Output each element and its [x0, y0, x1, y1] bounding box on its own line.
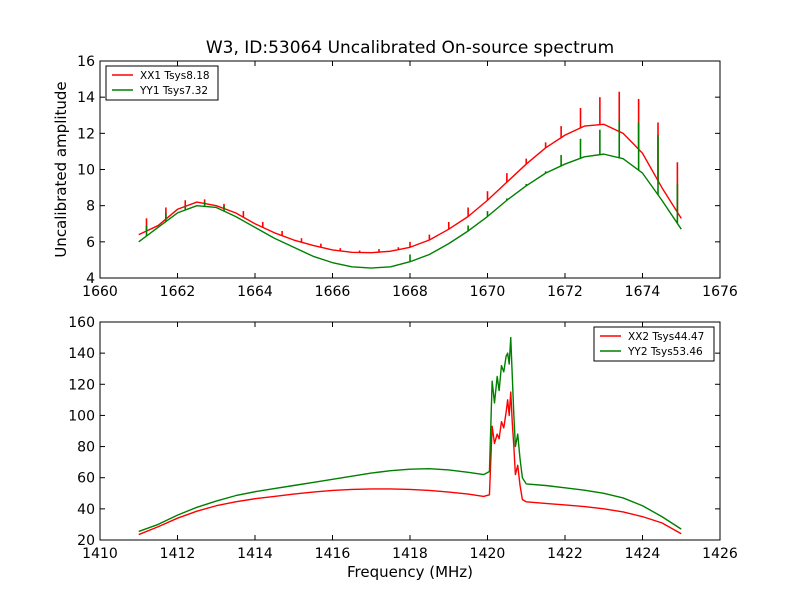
x-tick-label: 1422 — [547, 546, 583, 562]
legend-box — [105, 65, 219, 101]
x-tick-label: 1664 — [237, 284, 273, 300]
y-tick-label: 10 — [77, 163, 95, 179]
x-tick-label: 1420 — [470, 546, 506, 562]
y-tick-label: 60 — [77, 471, 95, 487]
y-tick-label: 160 — [68, 315, 95, 331]
plot-area — [138, 336, 682, 536]
y-tick-label: 40 — [77, 502, 95, 518]
y-tick-label: 80 — [77, 440, 95, 456]
legend-box — [593, 326, 715, 362]
y-tick-label: 6 — [86, 235, 95, 251]
y-tick-label: 12 — [77, 126, 95, 142]
series-line-1 — [138, 123, 682, 254]
x-tick-label: 1670 — [470, 284, 506, 300]
y-tick-label: 120 — [68, 377, 95, 393]
series-line-2 — [138, 336, 682, 533]
series-line-2 — [138, 153, 682, 269]
chart-title: W3, ID:53064 Uncalibrated On-source spec… — [206, 38, 614, 58]
x-tick-label: 1676 — [702, 284, 738, 300]
x-tick-label: 1668 — [392, 284, 428, 300]
series-line-1 — [138, 391, 682, 536]
x-tick-label: 1426 — [702, 546, 738, 562]
y-tick-label: 20 — [77, 533, 95, 549]
legend-label: XX1 Tsys8.18 — [140, 70, 210, 82]
x-tick-label: 1662 — [160, 284, 196, 300]
legend: XX1 Tsys8.18 YY1 Tsys7.32 — [105, 65, 219, 101]
y-tick-label: 8 — [86, 199, 95, 215]
x-tick-label: 1412 — [160, 546, 196, 562]
y-tick-label: 14 — [77, 90, 95, 106]
legend: XX2 Tsys44.47 YY2 Tsys53.46 — [593, 326, 715, 362]
x-tick-label: 1418 — [392, 546, 428, 562]
x-tick-label: 1414 — [237, 546, 273, 562]
legend-label: YY2 Tsys53.46 — [627, 346, 703, 358]
x-tick-label: 1416 — [315, 546, 351, 562]
legend-label: XX2 Tsys44.47 — [628, 331, 704, 343]
x-tick-label: 1410 — [82, 546, 118, 562]
y-tick-label: 100 — [68, 408, 95, 424]
y-axis-label: Uncalibrated amplitude — [52, 81, 70, 257]
x-tick-label: 1660 — [82, 284, 118, 300]
plot-area — [138, 91, 682, 269]
x-tick-label: 1674 — [625, 284, 661, 300]
x-tick-label: 1672 — [547, 284, 583, 300]
top-panel: 1660 1662 1664 1666 1668 1670 1672 1674 1676 4 6 8 1… — [52, 54, 738, 300]
y-tick-label: 4 — [86, 271, 95, 287]
x-axis-label: Frequency (MHz) — [347, 563, 473, 581]
x-tick-label: 1666 — [315, 284, 351, 300]
y-tick-label: 16 — [77, 54, 95, 70]
legend-label: YY1 Tsys7.32 — [139, 85, 208, 97]
y-tick-label: 140 — [68, 346, 95, 362]
x-tick-label: 1424 — [625, 546, 661, 562]
bottom-panel: 1410 1412 1414 1416 1418 1420 1422 1424 1426 20 40… — [68, 315, 738, 581]
